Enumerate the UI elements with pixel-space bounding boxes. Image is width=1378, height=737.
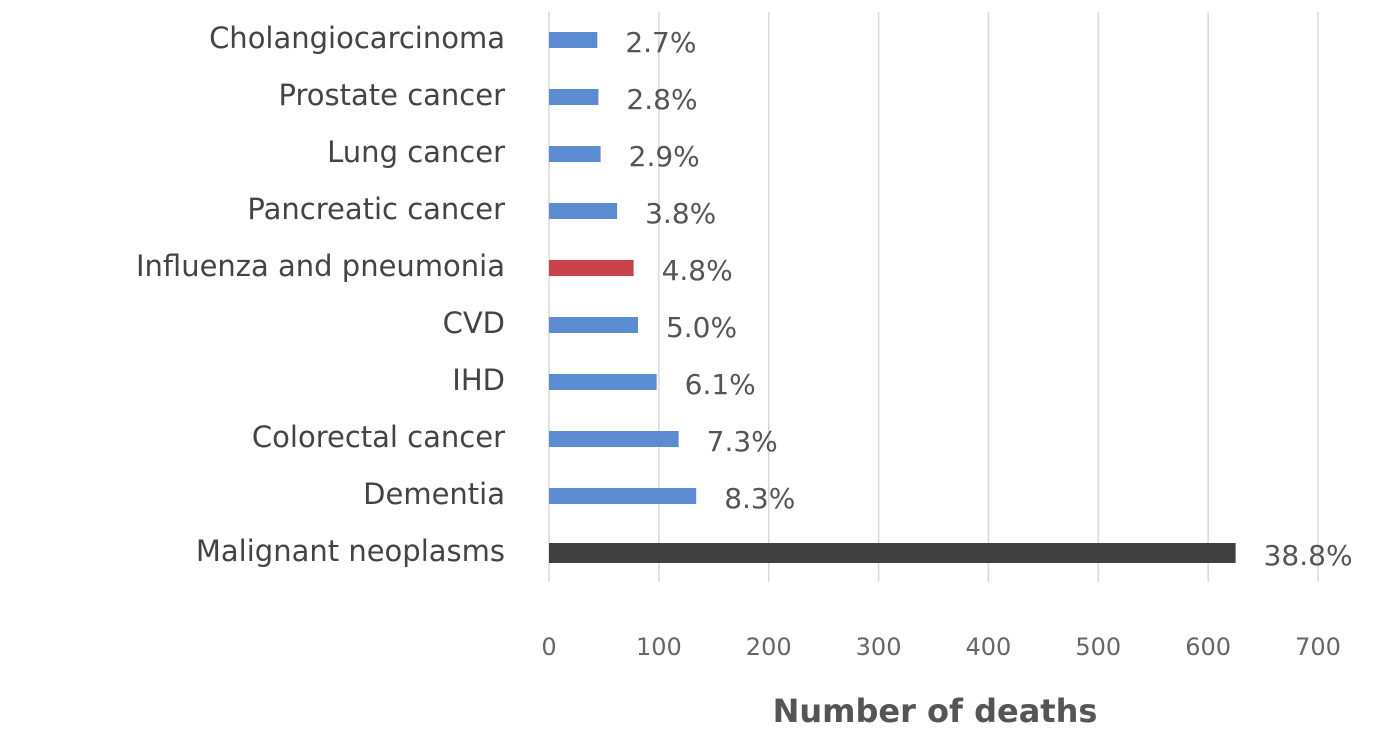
bar <box>549 374 657 390</box>
category-label: Lung cancer <box>327 135 505 169</box>
data-label: 8.3% <box>724 482 795 515</box>
data-label: 4.8% <box>662 254 733 287</box>
category-label: Colorectal cancer <box>252 420 505 454</box>
data-label: 6.1% <box>685 368 756 401</box>
data-label: 2.8% <box>626 83 697 116</box>
category-label: Dementia <box>363 477 505 511</box>
x-tick-label: 700 <box>1295 633 1341 661</box>
data-label: 2.7% <box>625 26 696 59</box>
category-label: Cholangiocarcinoma <box>209 21 505 55</box>
bar <box>549 317 638 333</box>
x-tick-label: 200 <box>746 633 792 661</box>
data-label: 38.8% <box>1264 539 1353 572</box>
x-tick-label: 600 <box>1185 633 1231 661</box>
category-label: Prostate cancer <box>279 78 506 112</box>
bar <box>549 32 598 48</box>
data-label: 2.9% <box>629 140 700 173</box>
category-label: IHD <box>452 363 505 397</box>
category-label: Influenza and pneumonia <box>136 249 505 283</box>
data-label: 5.0% <box>666 311 737 344</box>
category-label: Pancreatic cancer <box>247 192 505 226</box>
x-tick-label: 300 <box>856 633 902 661</box>
bar <box>549 146 601 162</box>
x-tick-label: 0 <box>541 633 556 661</box>
x-tick-label: 100 <box>636 633 682 661</box>
data-label: 7.3% <box>707 425 778 458</box>
bar <box>549 543 1236 563</box>
bar <box>549 488 697 504</box>
data-label: 3.8% <box>645 197 716 230</box>
category-label: CVD <box>443 306 505 340</box>
bar <box>549 89 599 105</box>
x-tick-label: 500 <box>1075 633 1121 661</box>
x-axis-title: Number of deaths <box>773 692 1098 730</box>
bar <box>549 431 679 447</box>
bar <box>549 203 618 219</box>
category-label: Malignant neoplasms <box>196 534 505 568</box>
bar <box>549 260 634 276</box>
x-tick-label: 400 <box>966 633 1012 661</box>
